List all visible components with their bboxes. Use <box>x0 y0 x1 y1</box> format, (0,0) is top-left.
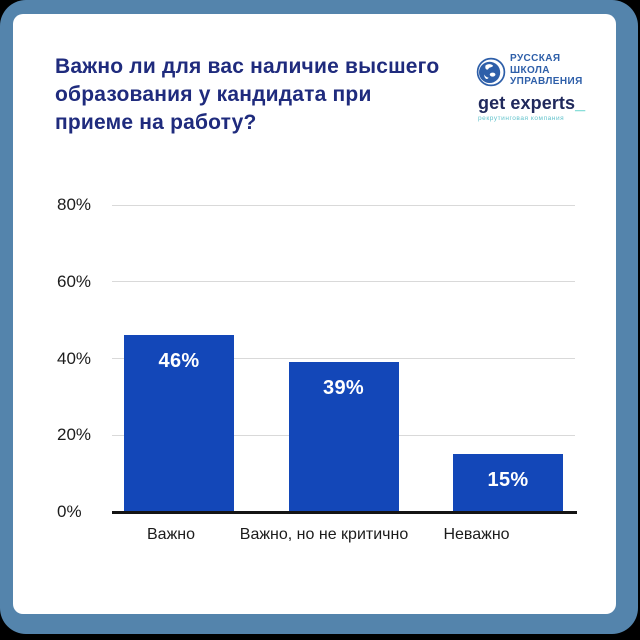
gridline <box>112 281 575 283</box>
x-axis-label: Важно <box>146 526 196 543</box>
bar: 46% <box>124 335 234 512</box>
get-experts-tagline: рекрутинговая компания <box>478 115 565 122</box>
bar-chart: 0% 20% 40% 60% 80% 46% 39% 15% Важно Важно, но не… <box>13 14 616 614</box>
rshu-logo-line: УПРАВЛЕНИЯ <box>510 76 583 87</box>
y-tick-label: 40% <box>57 348 92 368</box>
x-axis-label: Важно, но не критично <box>239 526 409 543</box>
gridline <box>112 358 575 359</box>
bar: 39% <box>288 362 399 512</box>
y-tick-label: 0% <box>57 502 82 521</box>
rshu-logo-line: РУССКАЯ <box>510 53 561 64</box>
x-axis-label: Неважно <box>443 526 510 543</box>
get-experts-logo: get experts_ рекрутинговая компания <box>478 93 585 122</box>
logo-accent-underscore: _ <box>575 93 586 113</box>
x-axis-line <box>112 511 577 514</box>
gridline <box>112 204 575 206</box>
y-tick-label: 60% <box>57 271 92 291</box>
bar-value-label: 39% <box>323 377 364 400</box>
title-line: образования у кандидата при <box>55 83 372 106</box>
get-experts-wordmark: get experts_ <box>478 93 585 114</box>
title-line: приеме на работу? <box>55 111 257 134</box>
rshu-logo-line: ШКОЛА <box>510 64 550 76</box>
y-tick-label: 80% <box>57 195 92 214</box>
get-experts-brand-text: get experts <box>478 93 576 113</box>
bar-value-label: 46% <box>158 350 200 373</box>
y-tick-label: 20% <box>57 425 92 445</box>
infographic-card: Важно ли для вас наличие высшего образов… <box>13 14 616 614</box>
rshu-logo-text: РУССКАЯ ШКОЛА УПРАВЛЕНИЯ <box>510 53 583 88</box>
title-line: Важно ли для вас наличие высшего <box>55 55 440 78</box>
bar-value-label: 15% <box>487 469 529 492</box>
bar: 15% <box>453 454 563 512</box>
chart-title: Важно ли для вас наличие высшего образов… <box>55 53 439 137</box>
globe-icon <box>476 57 506 87</box>
